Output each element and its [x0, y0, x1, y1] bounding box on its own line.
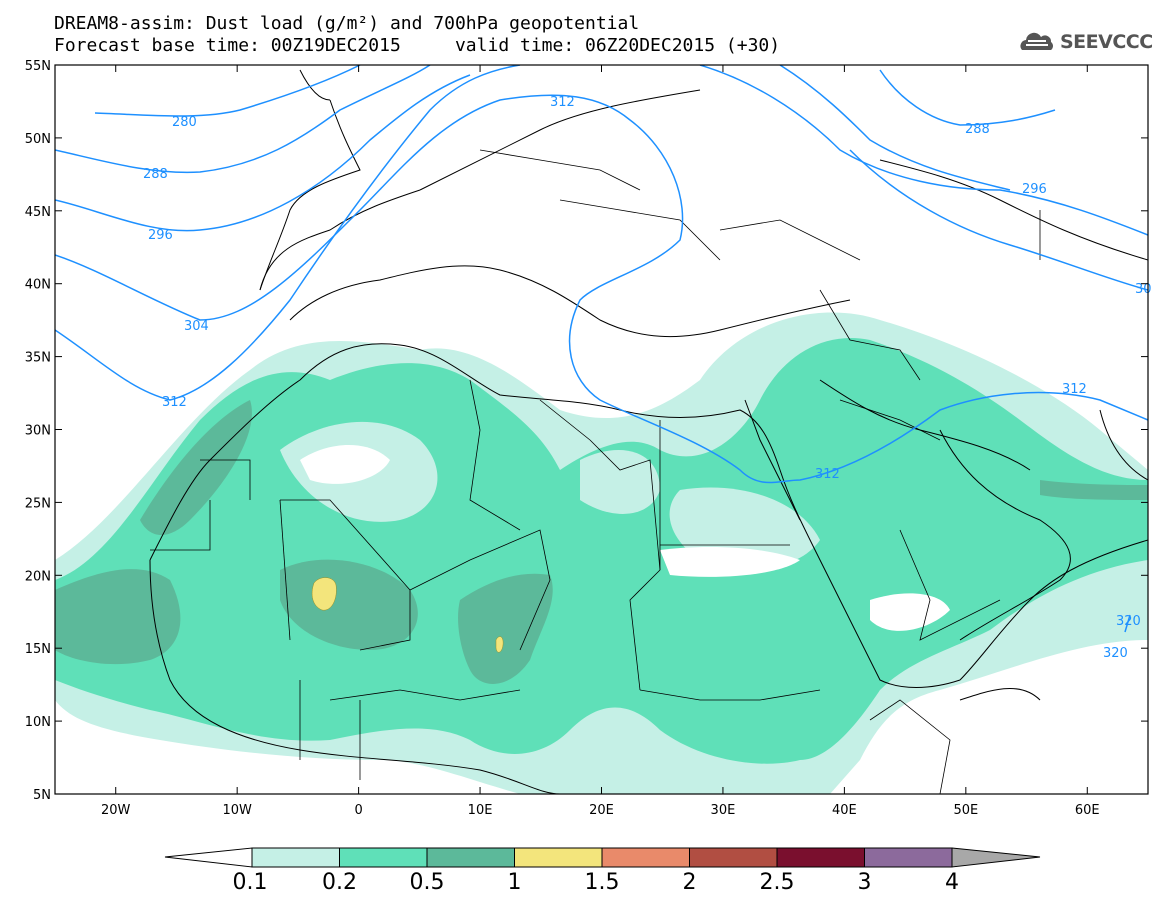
lat-tick-label: 15N [25, 642, 51, 657]
cloud-icon [1020, 32, 1053, 50]
contour-label: 30 [1135, 282, 1152, 297]
colorbar-swatch [426, 847, 515, 868]
map-title: DREAM8-assim: Dust load (g/m²) and 700hP… [54, 13, 640, 34]
colorbar-label: 0.2 [322, 870, 357, 895]
contour-label: 312 [550, 95, 575, 110]
geopotential-contours [55, 65, 1148, 633]
colorbar-above-triangle [951, 847, 1041, 868]
lat-tick-label: 55N [25, 59, 51, 74]
lat-tick-label: 5N [33, 788, 51, 803]
lat-tick-label: 10N [25, 715, 51, 730]
latitude-axis: 5N 10N 15N 20N 25N 30N 35N 40N 45N 50N 55N [25, 59, 1148, 803]
colorbar-swatch [514, 847, 603, 868]
longitude-axis: 20W 10W 0 10E 20E 30E 40E 50E 60E [101, 65, 1100, 818]
lat-tick-label: 25N [25, 496, 51, 511]
colorbar-label: 2 [682, 870, 697, 895]
dust-region-dense [55, 569, 181, 665]
colorbar-label: 2.5 [759, 870, 795, 895]
lon-tick-label: 10W [222, 803, 252, 818]
contour-label: 320 [1116, 614, 1141, 629]
contour-label: 312 [815, 467, 840, 482]
lon-tick-label: 20W [101, 803, 131, 818]
colorbar-swatch [689, 847, 778, 868]
colorbar-label: 0.5 [409, 870, 445, 895]
lat-tick-label: 50N [25, 132, 51, 147]
colorbar-label: 1.5 [584, 870, 620, 895]
colorbar-label: 1 [507, 870, 522, 895]
contour-label: 296 [148, 228, 173, 243]
lat-tick-label: 30N [25, 424, 51, 439]
lon-tick-label: 20E [589, 803, 614, 818]
colorbar-label: 4 [945, 870, 959, 895]
lon-tick-label: 0 [354, 803, 362, 818]
colorbar-swatch [776, 847, 865, 868]
contour-label: 320 [1103, 646, 1128, 661]
lon-tick-label: 40E [832, 803, 857, 818]
contour-label: 280 [172, 115, 197, 130]
lat-tick-label: 45N [25, 205, 51, 220]
lon-tick-label: 10E [468, 803, 493, 818]
contour-label: 288 [143, 167, 168, 182]
contour-label: 304 [184, 319, 209, 334]
contour-label: 312 [1062, 382, 1087, 397]
lat-tick-label: 35N [25, 351, 51, 366]
contour-labels: 280 288 296 304 312 312 312 312 288 296 … [143, 95, 1152, 661]
colorbar-label: 0.1 [232, 870, 268, 895]
colorbar-below-triangle [164, 847, 253, 868]
contour-label: 288 [965, 122, 990, 137]
contour-label: 296 [1022, 182, 1047, 197]
lon-tick-label: 30E [711, 803, 736, 818]
map-subtitle: Forecast base time: 00Z19DEC2015 valid t… [54, 35, 781, 56]
lat-tick-label: 40N [25, 278, 51, 293]
colorbar-label: 3 [857, 870, 872, 895]
colorbar-swatch [601, 847, 690, 868]
country-borders [150, 149, 1041, 794]
lon-tick-label: 50E [953, 803, 978, 818]
colorbar [164, 847, 1041, 868]
colorbar-swatch [864, 847, 953, 868]
contour-label: 312 [162, 395, 187, 410]
colorbar-swatch [251, 847, 340, 868]
lat-tick-label: 20N [25, 569, 51, 584]
dust-load-shading [55, 312, 1148, 794]
dust-region-peak [311, 577, 337, 611]
colorbar-swatch [339, 847, 428, 868]
logo-text: SEEVCCC [1060, 31, 1153, 53]
lon-tick-label: 60E [1075, 803, 1100, 818]
